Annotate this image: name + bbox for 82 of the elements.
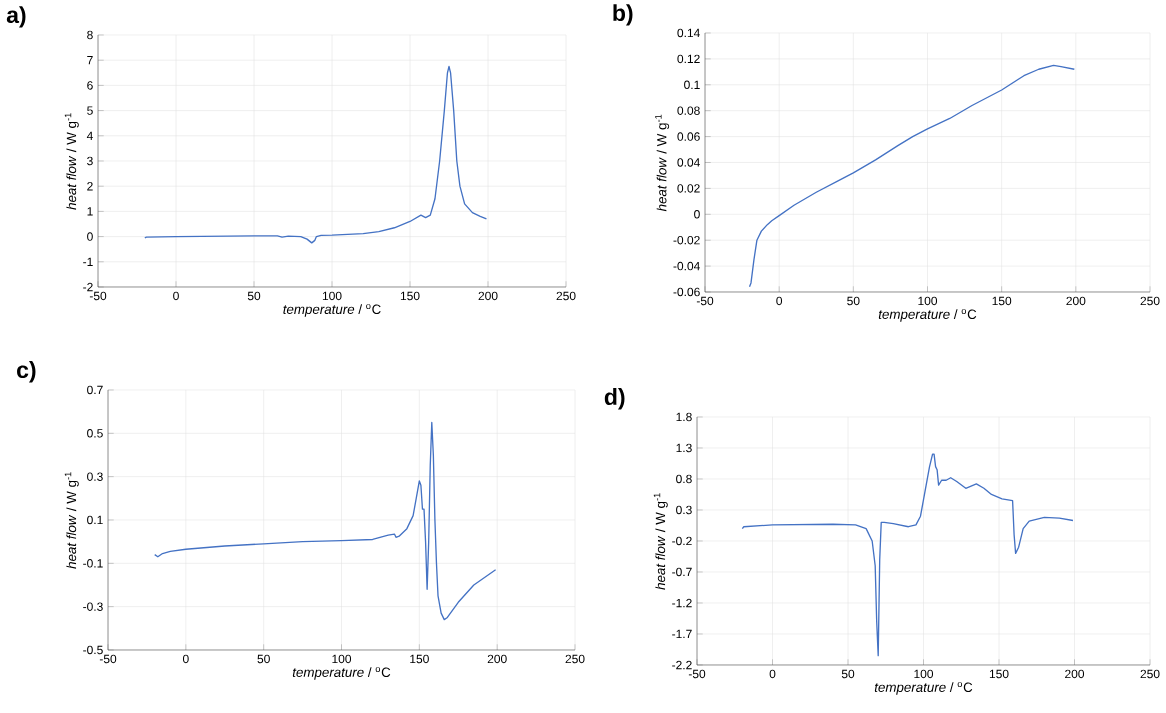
y-tick-label: 8 [87, 30, 93, 40]
x-tick-label: 200 [1066, 296, 1086, 306]
y-tick-label: -0.1 [83, 559, 103, 568]
y-tick-label: 2 [87, 181, 93, 191]
x-tick-label: 150 [410, 654, 429, 664]
line-series [144, 65, 488, 244]
x-tick-label: 50 [841, 669, 855, 679]
y-tick-label: -0.3 [83, 602, 103, 611]
y-tick-label: 7 [87, 56, 93, 65]
x-axis-title: temperature / $^{o}$C [874, 682, 973, 695]
x-axis-title: temperature / $^{o}$C [283, 304, 381, 317]
y-tick-label: -2 [83, 282, 93, 292]
x-axis-title: temperature / $^{o}$C [878, 309, 977, 322]
chart-title: b) [613, 4, 633, 26]
line-series [741, 453, 1074, 657]
line-series [154, 421, 497, 621]
y-tick-label: 0.06 [677, 132, 700, 141]
x-tick-label: 200 [478, 291, 498, 301]
y-tick-label: 5 [87, 106, 93, 115]
x-tick-label: 0 [182, 654, 189, 664]
y-tick-label: 1 [87, 207, 93, 216]
y-tick-label: 0.3 [87, 472, 103, 481]
y-tick-label: 0 [694, 210, 700, 219]
y-tick-label: 3 [87, 156, 93, 166]
x-tick-label: -50 [688, 669, 706, 679]
y-axis-title: heat flow / W g$^{-1}$ [655, 114, 670, 212]
y-axis-title: heat flow / W g$^{-1}$ [64, 113, 79, 210]
y-axis-title: heat flow / W g$^{-1}$ [64, 472, 79, 569]
y-tick-label: 0.14 [677, 28, 700, 38]
x-tick-label: 250 [565, 654, 585, 664]
x-tick-label: 100 [914, 669, 934, 679]
x-tick-label: 200 [487, 654, 507, 664]
y-tick-label: -1.2 [672, 598, 692, 608]
y-tick-label: -2.2 [672, 660, 692, 670]
line-series [748, 64, 1076, 288]
y-tick-label: -1.7 [672, 629, 692, 639]
y-tick-label: 1.8 [676, 412, 692, 422]
y-tick-label: 0.12 [677, 54, 700, 64]
x-tick-label: 100 [322, 291, 342, 301]
x-axis-title: temperature / $^{o}$C [292, 667, 391, 680]
x-tick-label: 50 [847, 296, 860, 306]
y-tick-label: -0.04 [673, 261, 700, 271]
x-tick-label: 150 [400, 291, 420, 301]
y-tick-label: 0.1 [684, 80, 700, 90]
x-tick-label: 50 [257, 654, 270, 664]
y-tick-label: 0.1 [87, 515, 103, 525]
y-tick-label: 0.08 [677, 106, 700, 115]
y-tick-label: -1 [83, 257, 93, 266]
y-tick-label: 0.3 [676, 505, 692, 515]
x-tick-label: 100 [918, 296, 938, 306]
x-tick-label: 250 [1140, 669, 1160, 679]
y-tick-label: -0.02 [673, 235, 700, 245]
x-tick-label: -50 [696, 296, 714, 306]
y-tick-label: 4 [86, 131, 93, 140]
x-tick-label: 0 [776, 296, 783, 306]
chart-title: d) [604, 388, 625, 410]
x-tick-label: -50 [99, 654, 117, 664]
y-tick-label: 0.7 [87, 385, 103, 395]
y-tick-label: 1.3 [676, 443, 692, 453]
y-tick-label: 0.5 [87, 429, 103, 438]
x-tick-label: 0 [769, 669, 776, 679]
chart-title: c) [17, 361, 36, 383]
y-tick-label: 0.04 [677, 158, 700, 167]
x-tick-label: 200 [1065, 669, 1085, 679]
y-tick-label: 0 [87, 232, 93, 241]
y-tick-label: -0.06 [673, 287, 700, 297]
y-tick-label: 0.02 [677, 184, 700, 193]
chart-title: a) [6, 6, 26, 28]
y-tick-label: -0.7 [672, 567, 692, 577]
y-tick-label: -0.2 [672, 536, 692, 546]
x-tick-label: 250 [1140, 296, 1160, 306]
x-tick-label: 0 [173, 291, 179, 301]
y-tick-label: 6 [87, 81, 93, 90]
y-tick-label: 0.8 [676, 474, 692, 484]
x-tick-label: 100 [332, 654, 352, 664]
x-tick-label: 50 [247, 291, 261, 301]
y-axis-title: heat flow / W g$^{-1}$ [653, 493, 668, 590]
x-tick-label: 250 [556, 291, 576, 301]
y-tick-label: -0.5 [83, 645, 103, 655]
x-tick-label: 150 [992, 296, 1012, 306]
x-tick-label: 150 [989, 669, 1009, 679]
x-tick-label: -50 [89, 291, 107, 301]
